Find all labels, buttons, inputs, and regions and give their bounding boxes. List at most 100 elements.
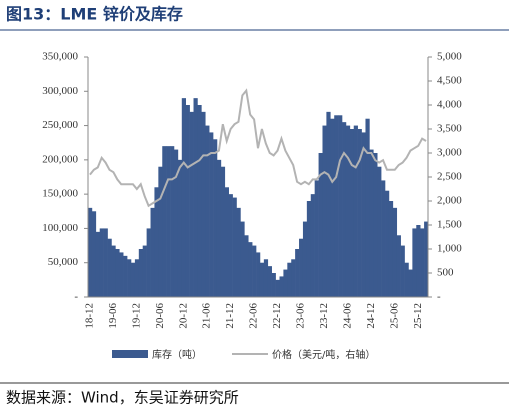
bar [138, 249, 144, 297]
bar [396, 235, 401, 297]
bar [345, 125, 351, 297]
bar [119, 252, 124, 297]
bar [283, 269, 288, 297]
bar [416, 225, 421, 297]
bar [209, 132, 214, 297]
x-tick-label: 23-06 [295, 303, 307, 329]
bar [189, 111, 194, 297]
x-tick-label: 21-12 [224, 303, 236, 329]
y2-tick-label: 4,500 [437, 75, 462, 87]
y-tick-label: 300,000 [42, 85, 78, 97]
bar [252, 245, 257, 297]
bar [322, 125, 327, 297]
bar [91, 211, 97, 297]
bar [115, 249, 120, 297]
bar [256, 252, 261, 297]
bar [244, 235, 249, 297]
bar [142, 245, 147, 297]
y2-tick-label: 1,500 [437, 219, 462, 231]
source: 数据来源：Wind，东吴证券研究所 [6, 389, 239, 407]
bar [392, 207, 398, 297]
bar [302, 221, 308, 297]
bar [181, 98, 187, 298]
bar [271, 273, 276, 297]
bar [349, 129, 355, 297]
bar [248, 242, 253, 297]
bar [95, 231, 101, 297]
bar [205, 125, 210, 297]
bar [228, 194, 233, 297]
bar [103, 228, 108, 297]
y2-tick-label: 3,000 [437, 147, 462, 159]
y2-tick-label: 4,000 [437, 99, 462, 111]
bar [216, 159, 222, 297]
x-tick-label: 25-06 [388, 303, 400, 329]
bar [127, 259, 132, 297]
bar [369, 149, 374, 297]
x-tick-label: 18-12 [83, 303, 95, 329]
x-tick-label: 21-06 [201, 303, 213, 329]
bar [177, 159, 183, 297]
bar [400, 245, 405, 297]
y2-tick-label: 3,500 [437, 123, 462, 135]
bar [357, 129, 362, 297]
bar [275, 279, 280, 297]
bar [334, 115, 339, 298]
bar [263, 259, 269, 297]
bar [259, 262, 265, 297]
bar [388, 201, 394, 297]
x-tick-label: 19-06 [107, 303, 119, 329]
y2-tick-label: 5,000 [437, 51, 462, 63]
y-tick-label: 350,000 [42, 51, 78, 63]
x-tick-label: 20-06 [154, 303, 166, 329]
bar [330, 118, 335, 297]
bar [185, 105, 190, 297]
bar [99, 228, 104, 297]
bar [154, 187, 159, 297]
x-tick-label: 25-12 [412, 303, 424, 329]
bar [166, 146, 171, 297]
bar [287, 262, 292, 297]
bar [134, 259, 140, 297]
x-tick-label: 22-06 [248, 303, 260, 329]
y-tick-label: 150,000 [42, 188, 78, 200]
bar [201, 111, 206, 297]
x-tick-label: 24-06 [341, 303, 353, 329]
price-line [89, 88, 427, 208]
bar [197, 105, 202, 297]
bar [158, 166, 163, 297]
bar [299, 238, 304, 297]
bar [123, 255, 128, 297]
bar [342, 122, 347, 298]
legend-label: 价格（美元/吨，右轴） [272, 348, 375, 361]
y2-tick-label: - [437, 291, 441, 303]
bar [107, 238, 112, 297]
y2-tick-label: 500 [437, 267, 454, 279]
bar [162, 146, 167, 297]
bar [279, 276, 284, 297]
bar [150, 207, 155, 297]
bar [130, 262, 136, 297]
bar [295, 249, 300, 297]
y2-tick-label: 1,000 [437, 243, 462, 255]
y-tick-label: 250,000 [42, 119, 78, 131]
bar [220, 166, 226, 297]
bar [232, 197, 237, 297]
bar [373, 153, 378, 297]
bar [361, 132, 366, 297]
bar [385, 190, 390, 297]
bar [365, 118, 370, 297]
x-tick-label: 20-12 [177, 303, 189, 329]
bar [353, 125, 358, 297]
bar [291, 259, 296, 297]
bar [213, 139, 218, 297]
bar [146, 228, 151, 297]
bar [224, 187, 229, 297]
bar [240, 221, 245, 297]
bar [267, 266, 272, 297]
bar [310, 194, 315, 297]
y2-tick-label: 2,000 [437, 195, 462, 207]
bar [408, 269, 413, 297]
bar [326, 111, 331, 297]
